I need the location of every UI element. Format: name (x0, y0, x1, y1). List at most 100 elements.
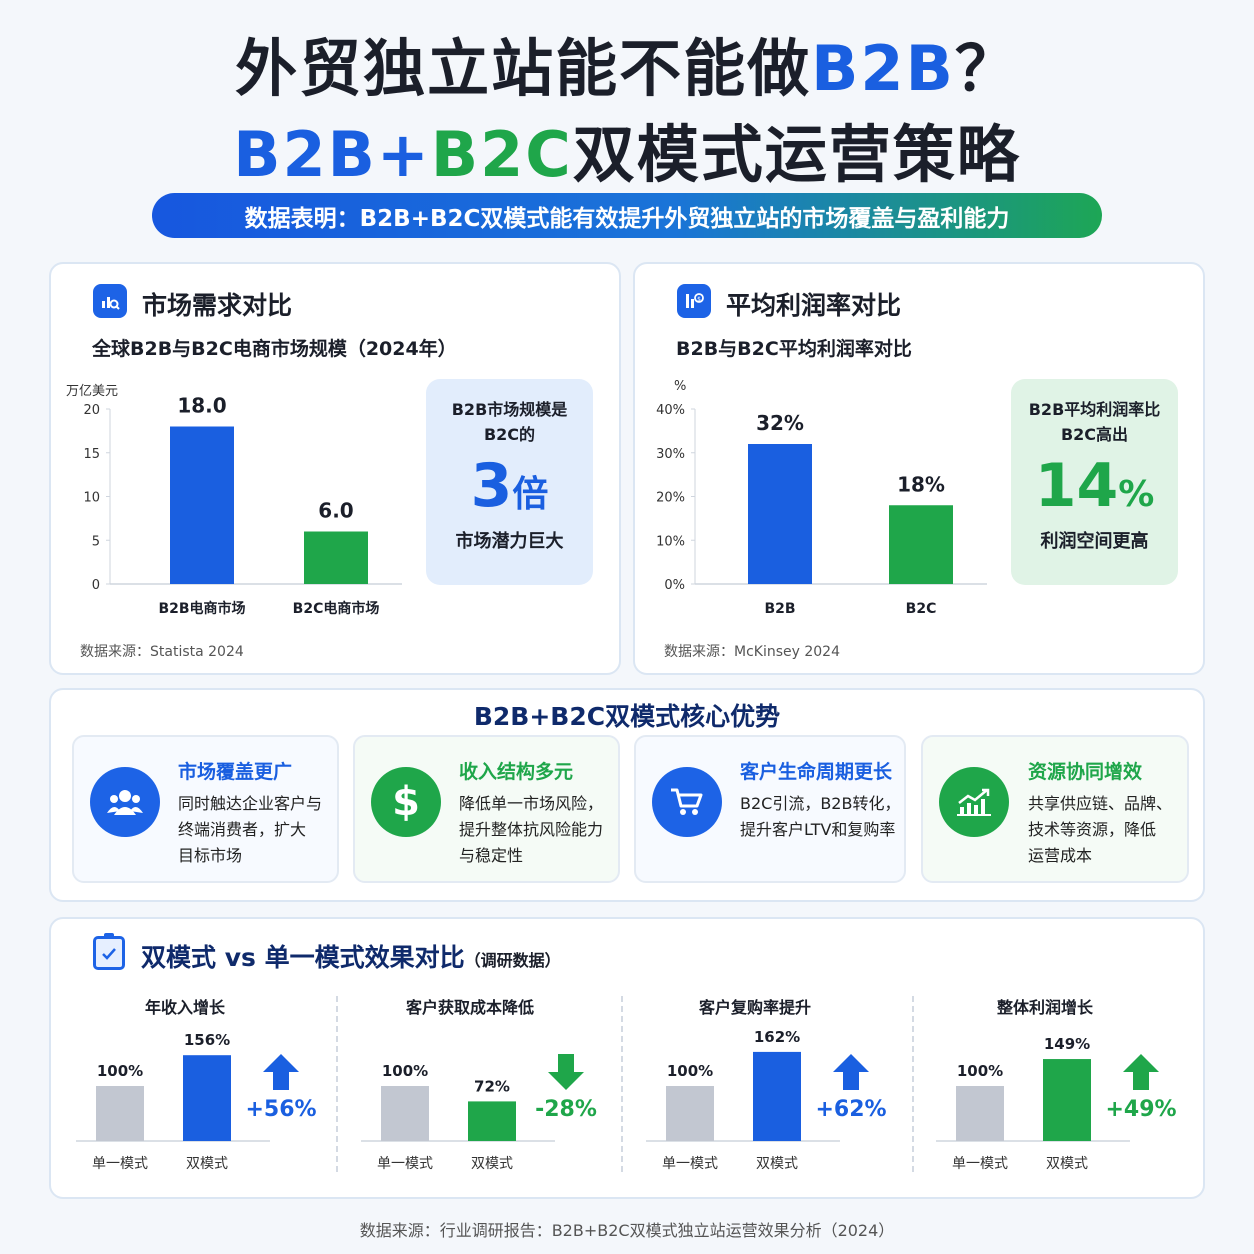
advantage-card-coverage: 市场覆盖更广 同时触达企业客户与 终端消费者，扩大 目标市场 (72, 735, 339, 883)
comparison-panel-title: 年收入增长 (144, 998, 225, 1017)
bar (304, 531, 368, 584)
market-y-unit: 万亿美元 (66, 384, 119, 399)
market-card-title: 市场需求对比 (142, 291, 293, 320)
comparison-title: 双模式 vs 单一模式效果对比 (141, 943, 465, 972)
comparison-delta: +49% (1105, 1097, 1176, 1122)
panel-divider (621, 996, 623, 1172)
x-category-label: 单一模式 (377, 1156, 433, 1172)
bar-value-label: 100% (667, 1062, 713, 1080)
users-icon (90, 767, 160, 837)
advantage-desc-line: 降低单一市场风险， (459, 794, 604, 813)
dollar-icon: $ (371, 767, 441, 837)
chart-search-icon (93, 284, 127, 318)
advantage-desc-line: 与稳定性 (459, 846, 524, 865)
bar (889, 505, 953, 584)
profit-highlight-value: 14% (1011, 451, 1178, 521)
profit-y-unit: % (674, 379, 687, 394)
bar-value-label: 100% (382, 1062, 428, 1080)
bar (956, 1086, 1004, 1141)
bar (170, 426, 234, 584)
profit-source: 数据来源：McKinsey 2024 (664, 644, 840, 660)
bar-value-label: 100% (97, 1062, 143, 1080)
y-tick-label: 20 (83, 403, 100, 418)
panel-divider (336, 996, 338, 1172)
y-tick-label: 40% (656, 403, 685, 418)
advantage-desc-line: 提升整体抗风险能力 (459, 820, 604, 839)
advantage-title: 收入结构多元 (459, 761, 574, 783)
x-category-label: B2C电商市场 (293, 600, 380, 617)
profit-highlight-unit: % (1118, 474, 1155, 515)
profit-chart-title: B2B与B2C平均利润率对比 (676, 338, 912, 360)
bar (748, 444, 812, 584)
bar-value-label: 149% (1044, 1035, 1090, 1053)
comparison-panel-title: 整体利润增长 (996, 998, 1093, 1017)
profit-card-title: 平均利润率对比 (726, 291, 902, 320)
growth-icon (939, 767, 1009, 837)
advantage-title: 市场覆盖更广 (178, 761, 293, 783)
market-highlight-line2: B2C的 (483, 425, 536, 444)
advantage-desc-line: 目标市场 (178, 846, 243, 865)
advantage-desc-line: 运营成本 (1028, 846, 1093, 865)
x-category-label: 单一模式 (952, 1156, 1008, 1172)
subtitle-b2b: B2B+ (233, 118, 431, 191)
comparison-panel: 整体利润增长 100% 单一模式 149% 双模式 +49% (930, 992, 1200, 1182)
comparison-mini-chart: 100% 单一模式 149% 双模式 +49% (936, 1035, 1177, 1172)
y-tick-label: 5 (92, 534, 100, 549)
y-tick-label: 10% (656, 534, 685, 549)
comparison-note: （调研数据） (464, 951, 561, 970)
x-category-label: 双模式 (756, 1156, 798, 1172)
bar-value-label: 18.0 (177, 394, 226, 418)
arrow-down-icon (548, 1054, 584, 1090)
y-tick-label: 0% (664, 578, 685, 593)
x-category-label: 单一模式 (92, 1156, 148, 1172)
advantage-desc: 同时触达企业客户与 终端消费者，扩大 目标市场 (178, 791, 322, 869)
clipboard-icon (93, 933, 125, 970)
main-title: 外贸独立站能不能做B2B？ (0, 18, 1254, 108)
bar-value-label: 32% (756, 411, 804, 435)
comparison-panel: 客户复购率提升 100% 单一模式 162% 双模式 +62% (640, 992, 920, 1182)
x-category-label: 双模式 (186, 1156, 228, 1172)
subtitle: B2B+B2C双模式运营策略 (0, 104, 1254, 194)
comparison-card (49, 917, 1205, 1199)
bar (468, 1101, 516, 1141)
bar (1043, 1059, 1091, 1141)
bar-value-label: 6.0 (318, 499, 353, 523)
advantage-desc-line: 终端消费者，扩大 (178, 820, 307, 839)
advantage-card-lifecycle: 客户生命周期更长 B2C引流，B2B转化， 提升客户LTV和复购率 (634, 735, 906, 883)
subtitle-text: 双模式运营策略 (572, 118, 1021, 191)
market-highlight-unit: 倍 (512, 474, 549, 515)
profit-highlight-box: B2B平均利润率比 B2C高出 14% 利润空间更高 (1011, 379, 1178, 585)
x-category-label: 双模式 (471, 1156, 513, 1172)
comparison-delta: +62% (815, 1097, 886, 1122)
panel-divider (912, 996, 914, 1172)
profit-highlight-line2: B2C高出 (1060, 425, 1129, 444)
market-highlight-value: 3倍 (426, 451, 593, 521)
profit-highlight-line1: B2B平均利润率比 (1028, 400, 1161, 419)
x-category-label: B2B电商市场 (158, 600, 245, 617)
comparison-mini-chart: 100% 单一模式 156% 双模式 +56% (76, 1031, 317, 1172)
chart-money-icon: $ (677, 284, 711, 318)
comparison-mini-chart: 100% 单一模式 72% 双模式 -28% (361, 1054, 597, 1172)
y-tick-label: 20% (656, 491, 685, 506)
comparison-title-row: 双模式 vs 单一模式效果对比（调研数据） (141, 938, 561, 974)
arrow-up-icon (1123, 1054, 1159, 1090)
bar (96, 1086, 144, 1141)
market-source: 数据来源：Statista 2024 (80, 644, 244, 660)
advantage-title: 客户生命周期更长 (740, 761, 893, 783)
footer-source: 数据来源：行业调研报告：B2B+B2C双模式独立站运营效果分析（2024） (359, 1221, 895, 1240)
market-highlight-box: B2B市场规模是 B2C的 3倍 市场潜力巨大 (426, 379, 593, 585)
advantage-desc-line: B2C引流，B2B转化， (740, 794, 901, 813)
x-category-label: B2C (906, 601, 937, 617)
comparison-delta: +56% (245, 1097, 316, 1122)
market-highlight-number: 3 (470, 451, 513, 521)
advantage-desc-line: 共享供应链、品牌、 (1028, 794, 1173, 813)
summary-banner: 数据表明：B2B+B2C双模式能有效提升外贸独立站的市场覆盖与盈利能力 (152, 193, 1102, 238)
advantage-desc: B2C引流，B2B转化， 提升客户LTV和复购率 (740, 791, 900, 843)
bar-value-label: 72% (474, 1077, 510, 1095)
x-category-label: 单一模式 (662, 1156, 718, 1172)
x-category-label: B2B (764, 601, 795, 617)
bar-value-label: 100% (957, 1062, 1003, 1080)
advantage-card-synergy: 资源协同增效 共享供应链、品牌、 技术等资源，降低 运营成本 (921, 735, 1189, 883)
comparison-panel-title: 客户复购率提升 (698, 998, 811, 1017)
y-tick-label: 15 (83, 447, 100, 462)
